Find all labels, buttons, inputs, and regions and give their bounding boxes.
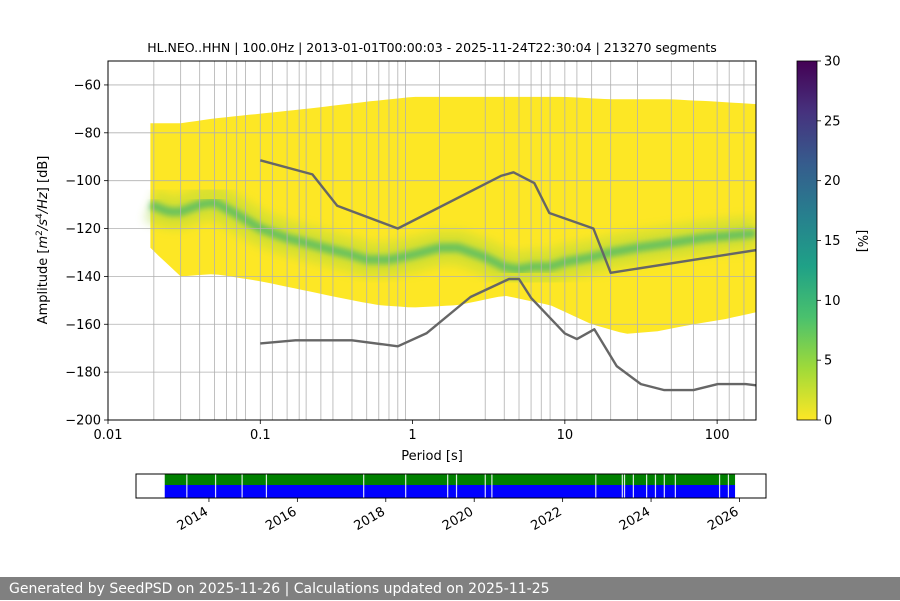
noise-model-nlnm (260, 277, 756, 392)
timeline-gap (718, 474, 721, 498)
y-tick-label: −120 (65, 222, 101, 237)
colorbar-tick-label: 0 (824, 414, 832, 429)
timeline-gap (674, 474, 676, 498)
footer-bar: Generated by SeedPSD on 2025-11-26 | Cal… (0, 577, 900, 600)
timeline-gap (632, 474, 634, 498)
timeline-gap (241, 474, 243, 498)
timeline-gap (595, 474, 597, 498)
timeline-gap (727, 474, 730, 498)
grid-lines (108, 61, 756, 420)
colorbar-ticks: 0 5 10 15 20 25 30 (817, 55, 841, 429)
chart-title: HL.NEO..HHN | 100.0Hz | 2013-01-01T00:00… (147, 40, 717, 55)
timeline-gap (405, 474, 407, 498)
plot-frame (107, 60, 757, 421)
x-tick-label: 0.1 (250, 428, 271, 443)
x-tick-label: 100 (705, 428, 730, 443)
y-axis-ticks: −60 −80 −100 −120 −140 −160 −180 −200 (65, 78, 108, 429)
timeline-tick-label: 2022 (528, 504, 564, 534)
timeline-gap (623, 474, 626, 498)
colorbar-label: [%] (854, 230, 869, 253)
colorbar-tick-label: 5 (824, 354, 832, 369)
noise-models (259, 159, 756, 392)
colorbar-tick-label: 20 (824, 174, 841, 189)
timeline-tick-label: 2016 (263, 504, 299, 534)
timeline-frame (135, 473, 767, 499)
colorbar-tick-label: 10 (824, 294, 841, 309)
psd-mode-line (148, 198, 756, 274)
timeline-gap (363, 474, 365, 498)
x-tick-label: 0.01 (94, 428, 123, 443)
x-tick-label: 1 (408, 428, 416, 443)
timeline-gap (491, 474, 493, 498)
y-tick-label: −100 (65, 174, 101, 189)
timeline-panel: 2014 2016 2018 2020 2022 2024 2026 (135, 473, 767, 534)
timeline-gap (663, 474, 665, 498)
y-tick-label: −160 (65, 318, 101, 333)
timeline-tick-label: 2026 (705, 504, 741, 534)
timeline-gap (646, 474, 648, 498)
timeline-tick-label: 2018 (352, 504, 388, 534)
y-tick-label: −80 (74, 126, 101, 141)
timeline-gap (654, 474, 657, 498)
y-tick-label: −60 (74, 78, 101, 93)
timeline-bar-top (164, 474, 736, 485)
colorbar-tick-label: 30 (824, 55, 841, 70)
timeline-gap (265, 474, 268, 498)
y-axis-label: Amplitude [m2/s4/Hz] [dB] (35, 156, 51, 325)
colorbar: 0 5 10 15 20 25 30 [%] (796, 55, 869, 429)
timeline-ticks: 2014 2016 2018 2020 2022 2024 2026 (175, 498, 741, 534)
y-tick-label: −180 (65, 366, 101, 381)
colorbar-body (796, 60, 818, 421)
y-tick-label: −200 (65, 414, 101, 429)
timeline-tick-label: 2014 (175, 504, 211, 534)
footer-text: Generated by SeedPSD on 2025-11-26 | Cal… (9, 581, 550, 597)
timeline-gap (447, 474, 449, 498)
x-axis-label: Period [s] (401, 449, 463, 464)
timeline-gap (214, 474, 217, 498)
timeline-bar-bottom (164, 485, 736, 498)
timeline-gap (186, 474, 188, 498)
colorbar-tick-label: 15 (824, 234, 841, 249)
timeline-bars (164, 474, 736, 498)
psd-heatmap (144, 96, 756, 334)
timeline-gap (484, 474, 486, 498)
noise-model-nhnm (259, 159, 756, 274)
colorbar-tick-label: 25 (824, 114, 841, 129)
timeline-tick-label: 2024 (617, 504, 653, 534)
x-tick-label: 10 (557, 428, 574, 443)
timeline-tick-label: 2020 (440, 504, 476, 534)
timeline-gap (621, 474, 623, 498)
psd-envelope (150, 96, 756, 334)
plot-area (107, 60, 757, 421)
timeline-gap (455, 474, 458, 498)
y-tick-label: −140 (65, 270, 101, 285)
x-axis-ticks: 0.01 0.1 1 10 100 (94, 420, 730, 443)
